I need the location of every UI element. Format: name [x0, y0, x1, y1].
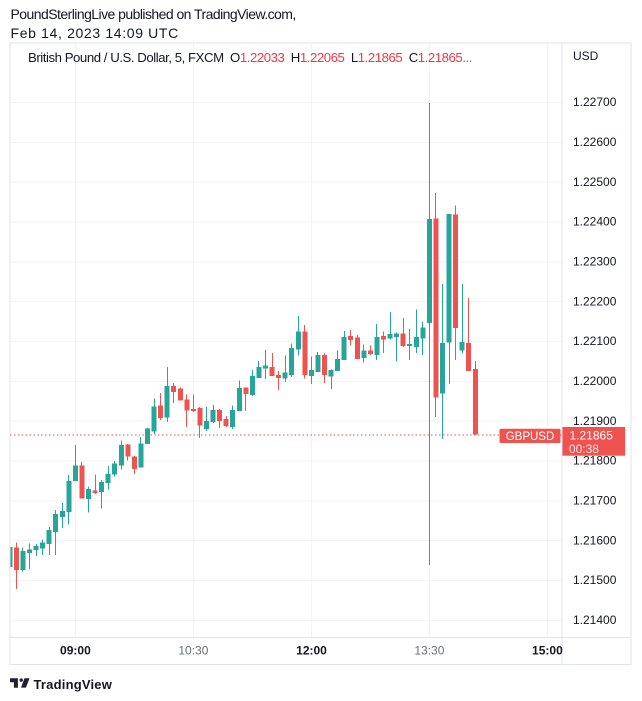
svg-text:13:30: 13:30 — [414, 644, 444, 658]
svg-text:1.22100: 1.22100 — [573, 334, 617, 348]
svg-text:1.21900: 1.21900 — [573, 414, 617, 428]
svg-text:1.22000: 1.22000 — [573, 374, 617, 388]
svg-text:1.22500: 1.22500 — [573, 175, 617, 189]
svg-text:1.21600: 1.21600 — [573, 533, 617, 547]
svg-text:British Pound / U.S. Dollar, 5: British Pound / U.S. Dollar, 5, FXCM O1.… — [28, 50, 472, 65]
svg-text:1.21400: 1.21400 — [573, 613, 617, 627]
svg-text:1.21865: 1.21865 — [570, 429, 614, 443]
svg-text:12:00: 12:00 — [296, 644, 327, 658]
svg-text:15:00: 15:00 — [532, 644, 563, 658]
svg-text:1.22400: 1.22400 — [573, 215, 617, 229]
svg-text:1.21800: 1.21800 — [573, 454, 617, 468]
svg-text:1.22600: 1.22600 — [573, 135, 617, 149]
svg-text:GBPUSD: GBPUSD — [506, 431, 555, 443]
svg-text:09:00: 09:00 — [60, 644, 91, 658]
svg-text:USD: USD — [573, 49, 599, 63]
svg-text:1.21700: 1.21700 — [573, 494, 617, 508]
svg-text:1.22200: 1.22200 — [573, 294, 617, 308]
svg-text:1.22700: 1.22700 — [573, 95, 617, 109]
svg-text:1.22300: 1.22300 — [573, 254, 617, 268]
svg-text:1.21500: 1.21500 — [573, 573, 617, 587]
svg-text:00:38: 00:38 — [569, 442, 599, 456]
svg-text:10:30: 10:30 — [178, 644, 208, 658]
